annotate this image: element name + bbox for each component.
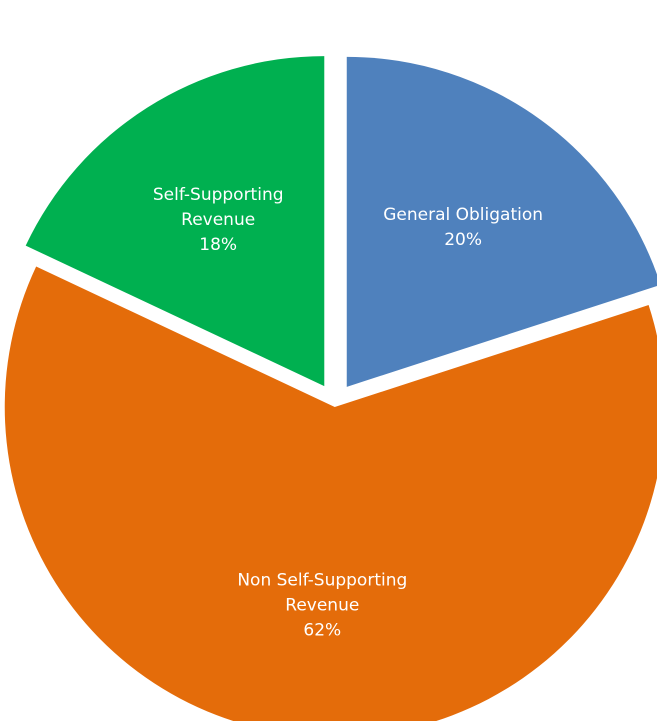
pie-labels: General Obligation 20% Non Self-Supporting…: [153, 185, 543, 641]
pie-slices: [4, 56, 657, 721]
pie-slice-non-self-supporting-revenue: [4, 266, 657, 721]
pie-label-general-obligation: General Obligation 20%: [383, 205, 543, 250]
pie-slice-general-obligation: [346, 56, 657, 387]
pie-label-self-supporting-revenue: Self-Supporting Revenue 18%: [153, 185, 284, 255]
pie-label-category: Self-Supporting: [153, 185, 284, 205]
pie-label-percent: 20%: [444, 230, 482, 250]
pie-label-non-self-supporting-revenue: Non Self-Supporting Revenue 62%: [237, 571, 407, 641]
pie-label-percent: 62%: [303, 621, 341, 641]
pie-label-category: Revenue: [285, 596, 359, 616]
pie-label-category: General Obligation: [383, 205, 543, 225]
pie-label-category: Revenue: [181, 210, 255, 230]
pie-slice-self-supporting-revenue: [25, 56, 325, 387]
pie-label-percent: 18%: [199, 235, 237, 255]
pie-label-category: Non Self-Supporting: [237, 571, 407, 591]
